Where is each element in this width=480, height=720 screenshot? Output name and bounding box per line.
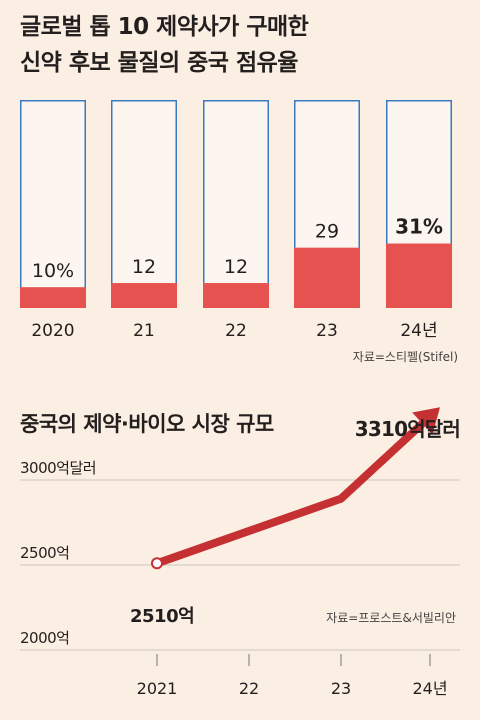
x-tick-label: 24년 <box>412 679 447 698</box>
bar-outline <box>20 100 86 308</box>
bar-value-label: 12 <box>132 256 156 278</box>
bar-category-label: 2020 <box>31 321 74 341</box>
line-chart-title: 중국의 제약·바이오 시장 규모 <box>20 412 274 436</box>
bar <box>111 283 177 308</box>
bar-category-label: 24년 <box>400 321 437 341</box>
bar-value-label: 29 <box>315 221 339 243</box>
y-tick-label: 2500억 <box>20 544 69 562</box>
chart-title-line1: 글로벌 톱 10 제약사가 구매한 <box>20 14 309 40</box>
bar <box>294 247 360 308</box>
bar-outline <box>111 100 177 308</box>
bar-chart-source: 자료=스티펠(Stifel) <box>352 350 458 364</box>
line-chart-source: 자료=프로스트&서빌리안 <box>326 611 456 625</box>
last-point-label: 3310억달러 <box>355 417 460 441</box>
bar-chart: 10% 2020 12 21 12 22 29 23 31% 24년 <box>20 100 452 341</box>
bar <box>203 283 269 308</box>
x-tick-label: 2021 <box>137 679 178 698</box>
bar-category-label: 22 <box>225 321 247 341</box>
y-tick-label: 2000억 <box>20 629 69 647</box>
line-chart: 3000억달러 2500억 2000억 2021 22 23 24년 2510억 3310억달러 <box>20 407 461 698</box>
first-point-label: 2510억 <box>130 606 194 627</box>
bar-value-label: 10% <box>32 260 74 282</box>
bar-category-label: 21 <box>133 321 155 341</box>
y-tick-label: 3000억달러 <box>20 459 96 477</box>
arrow-head <box>412 407 440 435</box>
chart-title-line2: 신약 후보 물질의 중국 점유율 <box>20 50 298 76</box>
x-tick-label: 23 <box>331 679 351 698</box>
series-line <box>155 420 426 568</box>
bar <box>20 287 86 308</box>
bar-outline <box>203 100 269 308</box>
bar <box>386 243 452 308</box>
x-tick-label: 22 <box>239 679 259 698</box>
bar-value-label: 31% <box>395 215 443 239</box>
bar-category-label: 23 <box>316 321 338 341</box>
data-point <box>151 557 163 570</box>
bar-value-label: 12 <box>224 256 248 278</box>
